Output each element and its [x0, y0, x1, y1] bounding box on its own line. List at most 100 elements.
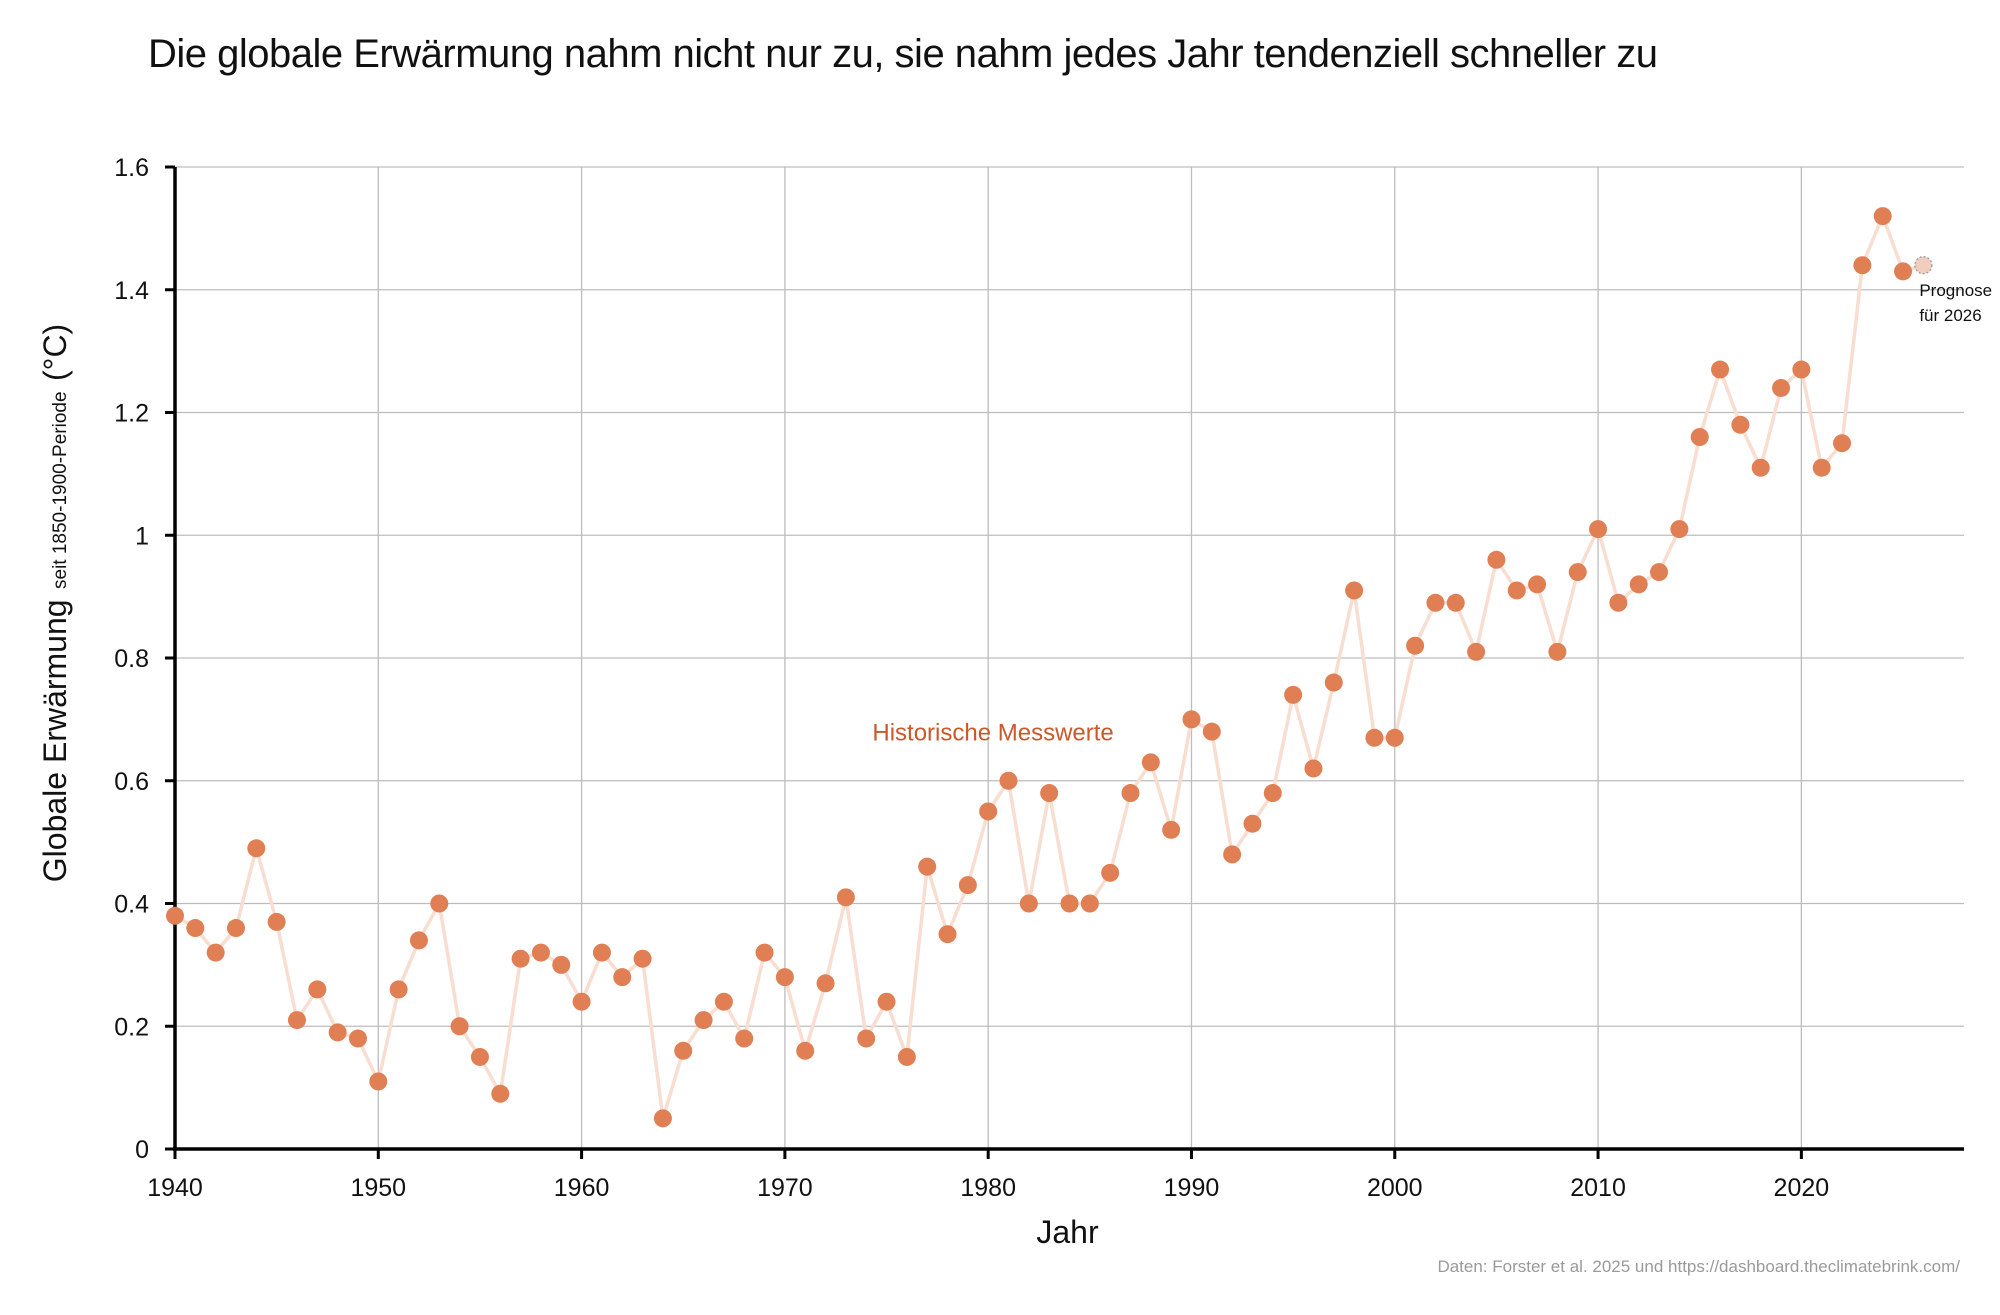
x-tick-label: 1980	[960, 1174, 1016, 1202]
x-tick-label: 2020	[1774, 1174, 1830, 1202]
data-point	[836, 888, 855, 907]
data-point	[1284, 685, 1303, 704]
data-point	[328, 1023, 347, 1042]
data-point	[1609, 593, 1628, 612]
forecast-point	[1914, 256, 1933, 275]
data-point	[511, 949, 530, 968]
x-tick-label: 1940	[147, 1174, 203, 1202]
data-point	[958, 876, 977, 895]
data-point	[755, 943, 774, 962]
data-point	[1528, 575, 1547, 594]
data-point	[1853, 256, 1872, 275]
data-point	[1345, 581, 1364, 600]
data-point	[1507, 581, 1526, 600]
data-point	[1467, 642, 1486, 661]
data-point	[1670, 520, 1689, 539]
data-point	[450, 1017, 469, 1036]
data-point	[1406, 636, 1425, 655]
data-point	[653, 1109, 672, 1128]
data-point	[1426, 593, 1445, 612]
y-tick-label: 0.2	[114, 1013, 149, 1041]
y-tick-label: 0.6	[114, 768, 149, 796]
data-point	[1019, 894, 1038, 913]
data-point	[1772, 378, 1791, 397]
data-point	[1629, 575, 1648, 594]
x-tick-label: 1950	[350, 1174, 406, 1202]
data-point	[999, 771, 1018, 790]
data-point	[552, 955, 571, 974]
data-point	[389, 980, 408, 999]
data-point	[735, 1029, 754, 1048]
forecast-label: Prognose für 2026	[1919, 281, 1997, 325]
data-point	[1365, 728, 1384, 747]
x-tick-label: 2010	[1570, 1174, 1626, 1202]
data-point	[694, 1011, 713, 1030]
data-point	[918, 857, 937, 876]
data-point	[1162, 820, 1181, 839]
data-point	[308, 980, 327, 999]
y-axis-label-unit: (°C)	[37, 324, 73, 381]
source-note: Daten: Forster et al. 2025 und https://d…	[1437, 1257, 1960, 1276]
y-axis-label-main: Globale Erwärmung	[37, 599, 73, 882]
series-line	[174, 214, 1924, 1121]
forecast-label-line-2: für 2026	[1919, 306, 1981, 325]
axes	[165, 165, 1964, 1159]
data-point	[1385, 728, 1404, 747]
data-point	[572, 992, 591, 1011]
data-point	[796, 1041, 815, 1060]
data-point	[369, 1072, 388, 1091]
data-point	[409, 931, 428, 950]
data-point	[897, 1047, 916, 1066]
data-point	[531, 943, 550, 962]
data-point	[1202, 722, 1221, 741]
data-point	[287, 1011, 306, 1030]
x-tick-label: 1990	[1164, 1174, 1220, 1202]
data-point	[348, 1029, 367, 1048]
data-point	[491, 1084, 510, 1103]
data-point	[1589, 520, 1608, 539]
y-tick-label: 0.4	[114, 891, 149, 919]
data-point	[1833, 434, 1852, 453]
data-point	[1690, 428, 1709, 447]
y-tick-label: 1.2	[114, 400, 149, 428]
y-tick-label: 1.6	[114, 154, 149, 182]
data-point	[1182, 710, 1201, 729]
x-axis-label: Jahr	[1036, 1214, 1099, 1250]
data-point	[1304, 759, 1323, 778]
data-point	[1101, 863, 1120, 882]
data-point	[592, 943, 611, 962]
grid	[175, 166, 1964, 1149]
data-point	[857, 1029, 876, 1048]
data-point	[206, 943, 225, 962]
data-point	[1548, 642, 1567, 661]
data-point	[1324, 673, 1343, 692]
data-point	[1792, 360, 1811, 379]
data-point	[1812, 458, 1831, 477]
y-tick-label: 0	[135, 1136, 149, 1164]
data-point	[1751, 458, 1770, 477]
data-point	[1731, 415, 1750, 434]
data-point	[470, 1047, 489, 1066]
data-point	[1141, 753, 1160, 772]
data-point	[938, 925, 957, 944]
data-point	[1040, 784, 1059, 803]
data-point	[1873, 207, 1892, 226]
labels: Jahr Globale Erwärmung seit 1850-1900-Pe…	[37, 281, 1997, 1250]
y-tick-label: 0.8	[114, 645, 149, 673]
data-point	[1060, 894, 1079, 913]
data-point	[1711, 360, 1730, 379]
x-tick-label: 1970	[757, 1174, 813, 1202]
data-point	[1446, 593, 1465, 612]
data-point	[714, 992, 733, 1011]
data-point	[1121, 784, 1140, 803]
data-point	[186, 919, 205, 938]
data-point	[1223, 845, 1242, 864]
data-point	[1568, 563, 1587, 582]
data-point	[247, 839, 266, 858]
data-point	[430, 894, 449, 913]
data-point	[267, 912, 286, 931]
y-tick-label: 1	[135, 522, 149, 550]
data-point	[166, 906, 184, 925]
data-point	[979, 802, 998, 821]
